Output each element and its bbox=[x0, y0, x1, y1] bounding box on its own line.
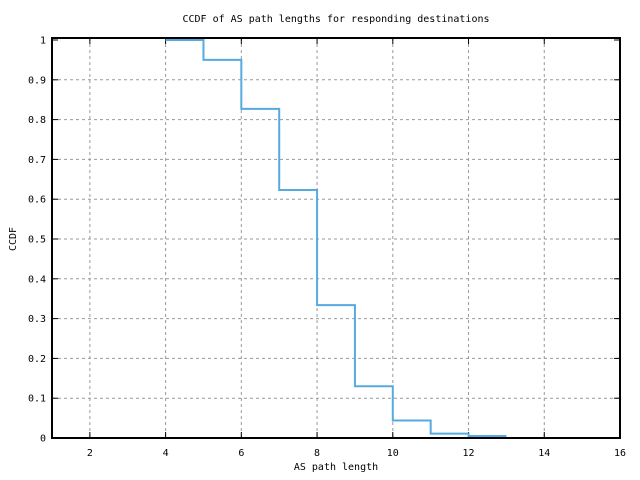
x-tick-label: 10 bbox=[387, 448, 399, 459]
y-axis-title: CCDF bbox=[8, 226, 19, 252]
y-tick-label: 0.9 bbox=[28, 75, 46, 86]
y-tick-label: 0.8 bbox=[28, 115, 46, 126]
y-tick-label: 0.7 bbox=[28, 155, 46, 166]
x-tick-label: 8 bbox=[314, 448, 320, 459]
x-axis-title: AS path length bbox=[293, 462, 379, 473]
y-tick-label: 0.6 bbox=[28, 195, 46, 206]
x-tick-label: 4 bbox=[163, 448, 169, 459]
plot-border bbox=[51, 37, 621, 439]
y-tick-label: 0 bbox=[40, 434, 46, 445]
x-tick-label: 16 bbox=[614, 448, 626, 459]
y-tick-label: 0.2 bbox=[28, 354, 46, 365]
y-tick-label: 1 bbox=[40, 36, 46, 47]
y-tick-label: 0.5 bbox=[28, 235, 46, 246]
x-tick-label: 12 bbox=[463, 448, 475, 459]
chart-title: CCDF of AS path lengths for responding d… bbox=[182, 14, 490, 25]
y-tick-label: 0.3 bbox=[28, 314, 46, 325]
y-tick-label: 0.4 bbox=[28, 274, 46, 285]
x-tick-label: 2 bbox=[87, 448, 93, 459]
y-tick-label: 0.1 bbox=[28, 394, 46, 405]
x-tick-label: 6 bbox=[238, 448, 244, 459]
x-tick-label: 14 bbox=[538, 448, 550, 459]
ccdf-curve bbox=[165, 39, 507, 438]
